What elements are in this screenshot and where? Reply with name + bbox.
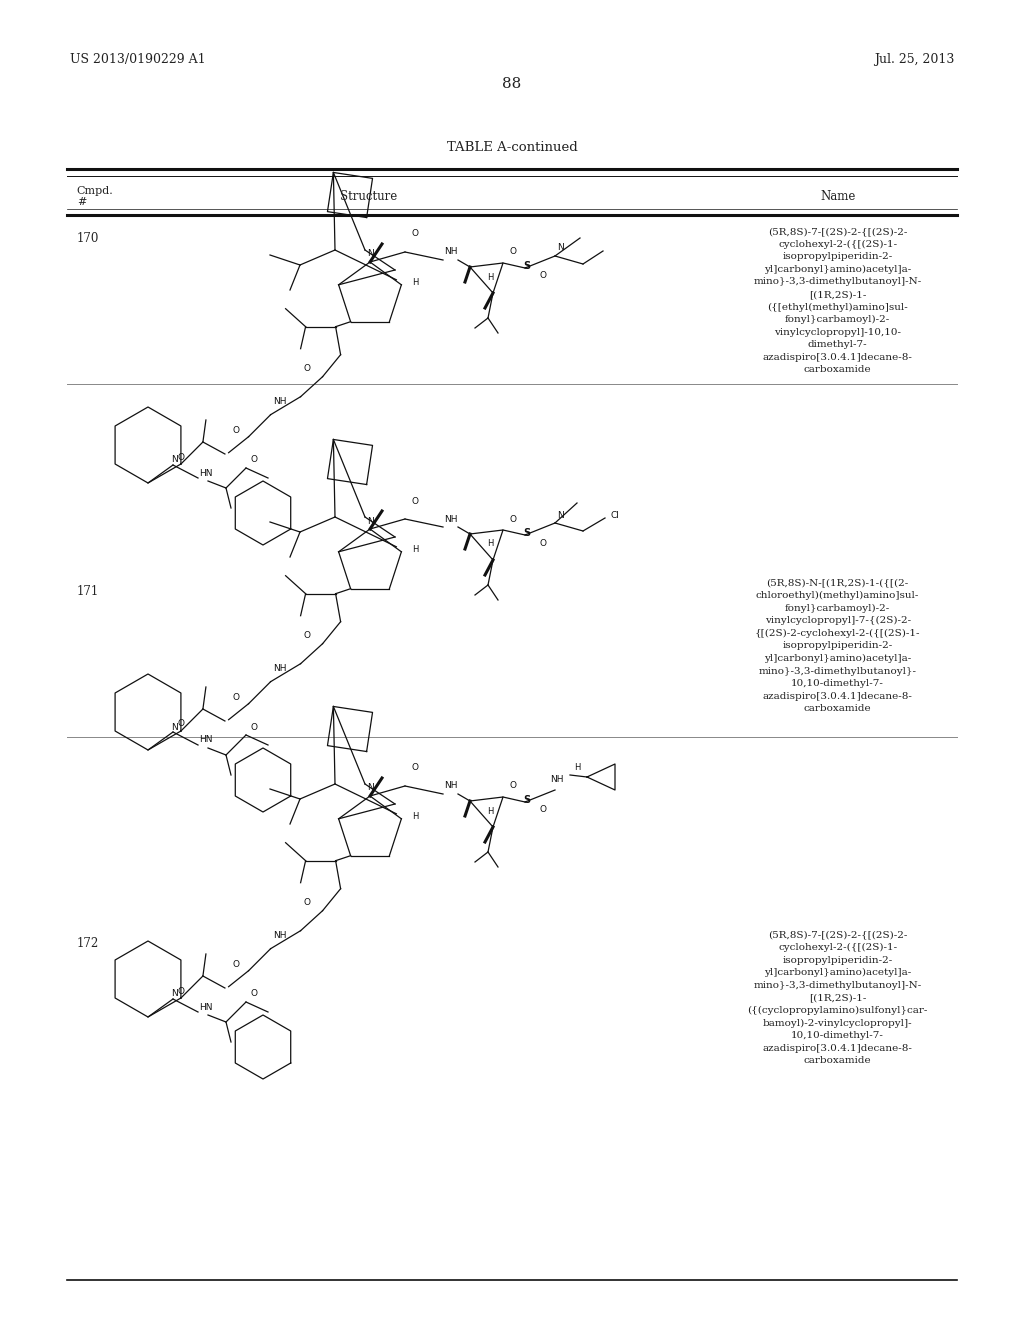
- Text: O: O: [540, 539, 547, 548]
- Text: N: N: [172, 990, 178, 998]
- Text: N: N: [172, 722, 178, 731]
- Text: (5R,8S)-7-[(2S)-2-{[(2S)-2-
cyclohexyl-2-({[(2S)-1-
isopropylpiperidin-2-
yl]car: (5R,8S)-7-[(2S)-2-{[(2S)-2- cyclohexyl-2…: [748, 931, 928, 1065]
- Text: O: O: [412, 763, 419, 772]
- Text: N: N: [367, 784, 374, 792]
- Text: O: O: [177, 986, 184, 995]
- Text: 88: 88: [503, 77, 521, 91]
- Text: #: #: [77, 197, 86, 207]
- Text: 171: 171: [77, 585, 99, 598]
- Text: N: N: [557, 243, 563, 252]
- Text: S: S: [523, 528, 530, 539]
- Text: Structure: Structure: [340, 190, 397, 203]
- Text: H: H: [413, 545, 419, 554]
- Text: N: N: [367, 516, 374, 525]
- Text: Cl: Cl: [610, 511, 620, 520]
- Text: 170: 170: [77, 232, 99, 246]
- Text: Jul. 25, 2013: Jul. 25, 2013: [874, 53, 954, 66]
- Text: O: O: [412, 496, 419, 506]
- Text: NH: NH: [273, 397, 287, 407]
- Text: H: H: [573, 763, 581, 772]
- Text: O: O: [251, 990, 257, 998]
- Text: 172: 172: [77, 937, 99, 950]
- Text: NH: NH: [273, 664, 287, 673]
- Text: HN: HN: [200, 1002, 213, 1011]
- Text: S: S: [523, 795, 530, 805]
- Text: O: O: [510, 781, 516, 791]
- Text: S: S: [523, 261, 530, 271]
- Text: O: O: [303, 631, 310, 640]
- Text: H: H: [413, 279, 419, 288]
- Text: O: O: [412, 230, 419, 239]
- Text: O: O: [510, 248, 516, 256]
- Text: O: O: [303, 364, 310, 374]
- Text: Cmpd.: Cmpd.: [77, 186, 114, 197]
- Text: O: O: [177, 453, 184, 462]
- Text: N: N: [172, 455, 178, 465]
- Text: NH: NH: [444, 248, 458, 256]
- Text: O: O: [303, 898, 310, 907]
- Text: NH: NH: [273, 931, 287, 940]
- Text: H: H: [486, 272, 494, 281]
- Text: Name: Name: [820, 190, 855, 203]
- Text: NH: NH: [444, 781, 458, 791]
- Text: O: O: [232, 426, 239, 436]
- Text: (5R,8S)-N-[(1R,2S)-1-({[(2-
chloroethyl)(methyl)amino]sul-
fonyl}carbamoyl)-2-
v: (5R,8S)-N-[(1R,2S)-1-({[(2- chloroethyl)…: [755, 578, 921, 713]
- Text: N: N: [367, 249, 374, 259]
- Text: H: H: [486, 540, 494, 549]
- Text: O: O: [232, 960, 239, 969]
- Text: N: N: [557, 511, 563, 520]
- Text: O: O: [251, 722, 257, 731]
- Text: TABLE A-continued: TABLE A-continued: [446, 141, 578, 154]
- Text: (5R,8S)-7-[(2S)-2-{[(2S)-2-
cyclohexyl-2-({[(2S)-1-
isopropylpiperidin-2-
yl]car: (5R,8S)-7-[(2S)-2-{[(2S)-2- cyclohexyl-2…: [754, 227, 922, 375]
- Text: HN: HN: [200, 735, 213, 744]
- Text: H: H: [486, 807, 494, 816]
- Text: US 2013/0190229 A1: US 2013/0190229 A1: [70, 53, 205, 66]
- Text: O: O: [510, 515, 516, 524]
- Text: O: O: [232, 693, 239, 702]
- Text: O: O: [540, 272, 547, 281]
- Text: NH: NH: [444, 515, 458, 524]
- Text: HN: HN: [200, 469, 213, 478]
- Text: H: H: [413, 812, 419, 821]
- Text: NH: NH: [550, 776, 564, 784]
- Text: O: O: [540, 805, 547, 814]
- Text: O: O: [251, 455, 257, 465]
- Text: O: O: [177, 719, 184, 729]
